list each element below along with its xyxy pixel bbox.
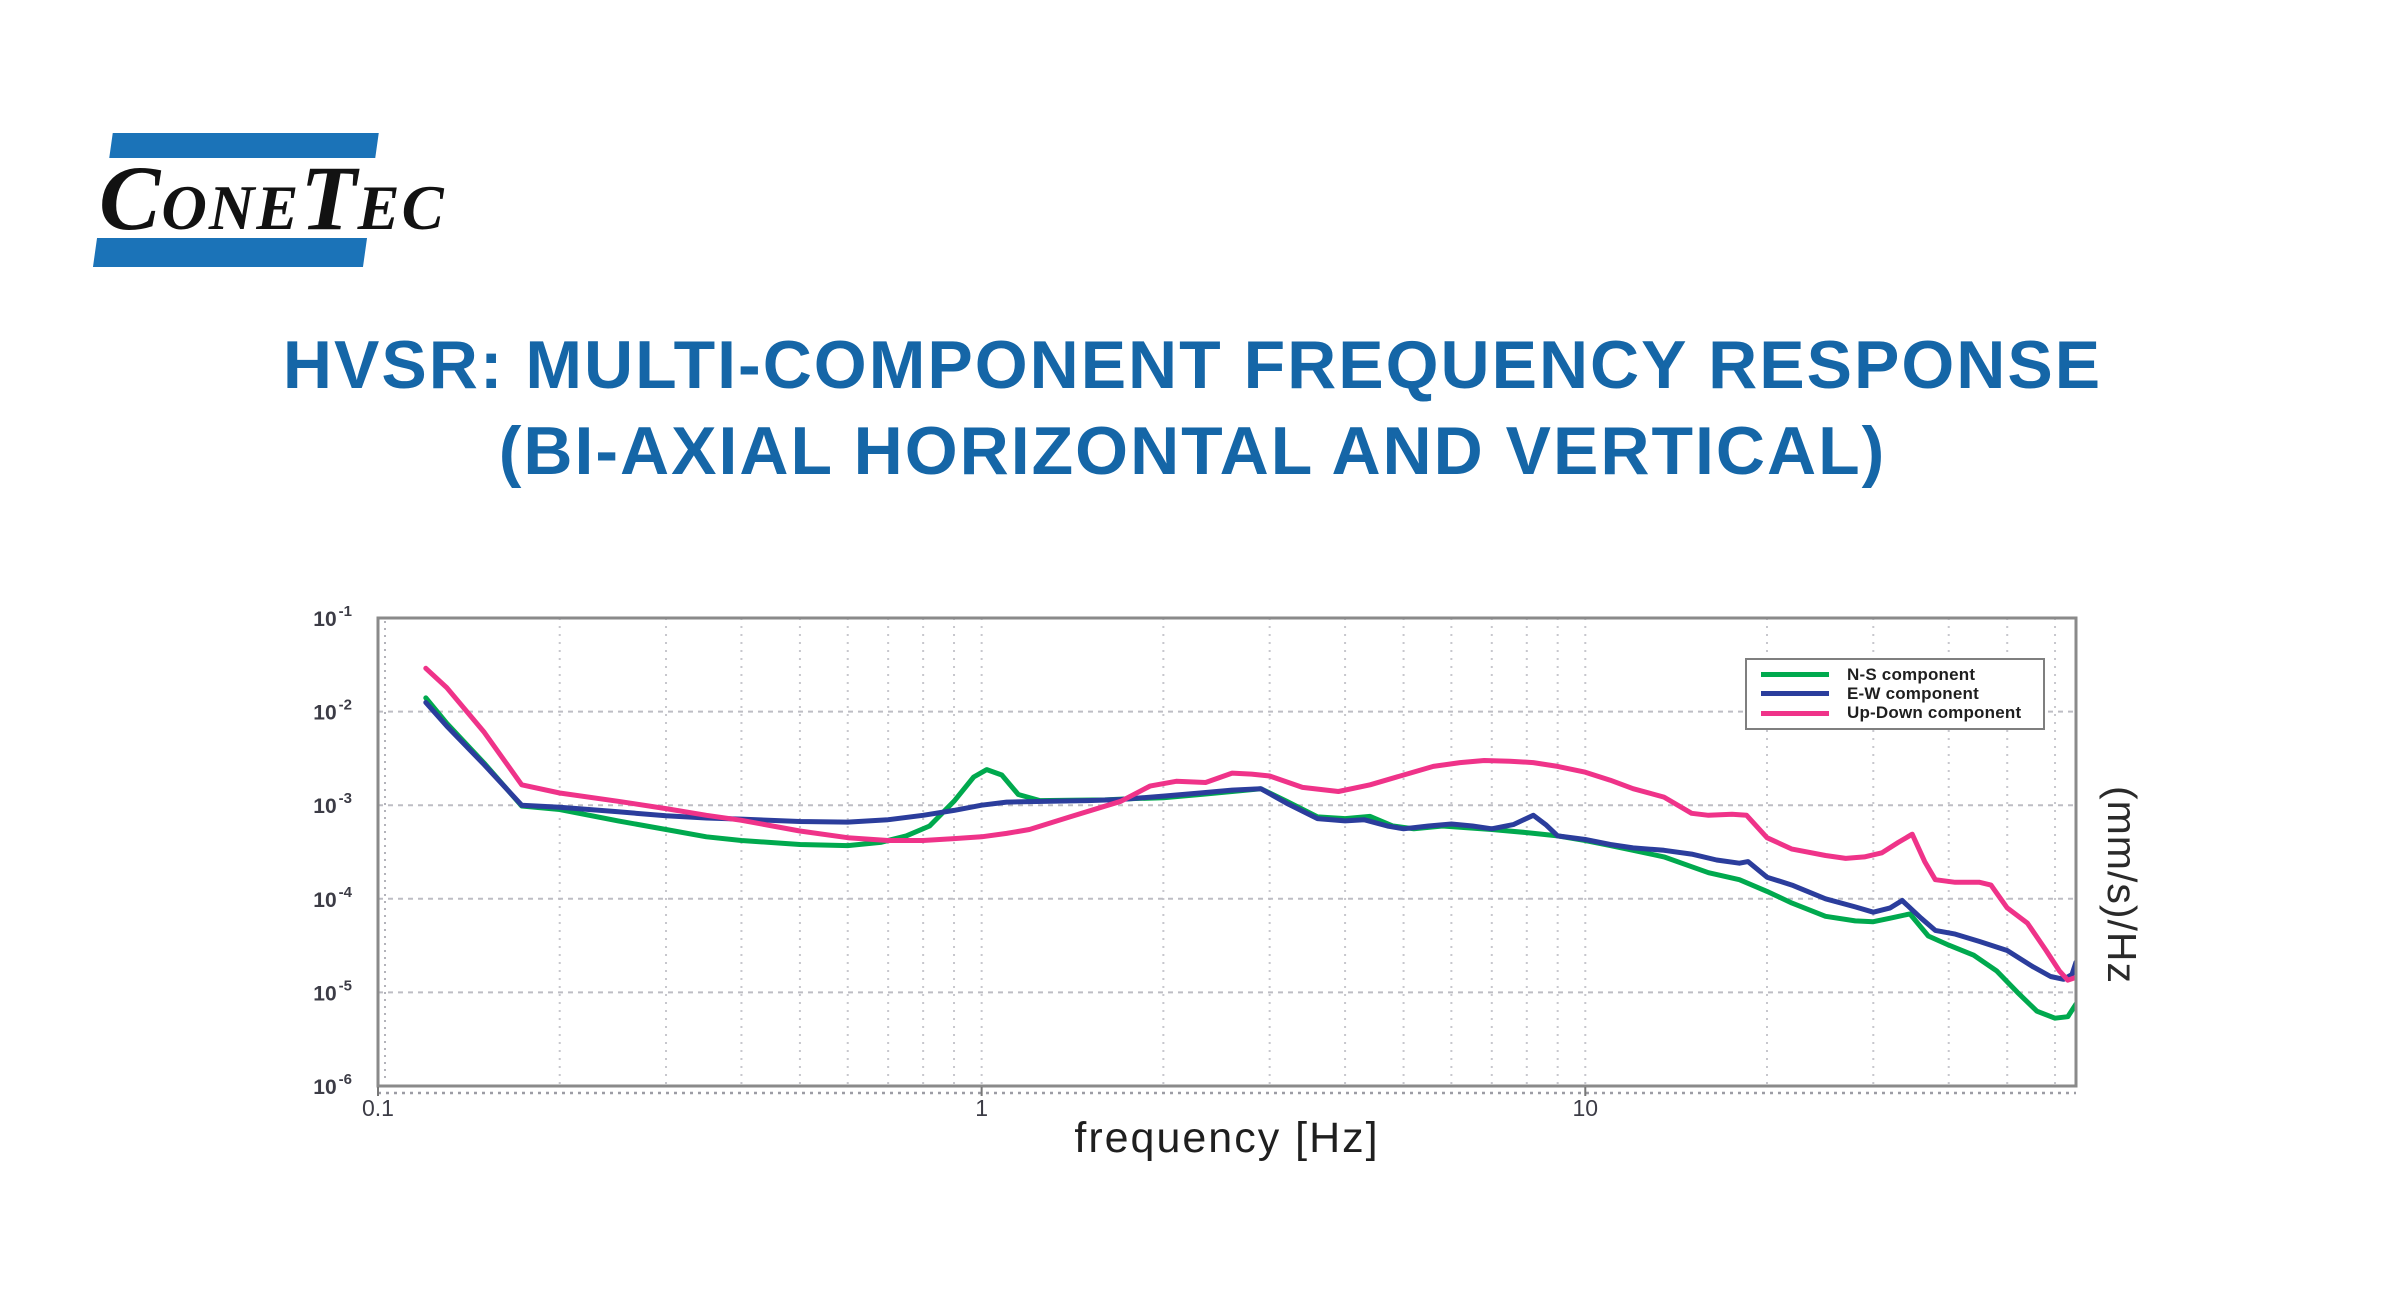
legend-swatch-ns [1761, 672, 1829, 678]
legend-label-updown: Up-Down component [1847, 703, 2022, 723]
logo-letter-c: C [99, 147, 162, 249]
svg-text:10-2: 10 -2 [313, 697, 352, 725]
y-axis-label-right: (mm/s)/Hz [2099, 785, 2145, 984]
svg-text:10-1: 10 -1 [313, 603, 352, 631]
logo-text: CONETEC [99, 152, 446, 244]
legend-item-ew: E-W component [1761, 683, 2043, 703]
x-axis-label: frequency [Hz] [1074, 1114, 1380, 1162]
legend-item-ns: N-S component [1761, 664, 2043, 684]
svg-text:10-6: 10 -6 [313, 1071, 352, 1099]
legend-swatch-ew [1761, 691, 1829, 697]
legend-swatch-updown [1761, 710, 1829, 716]
svg-text:10-5: 10 -5 [313, 977, 352, 1005]
logo-letters-ec: EC [357, 173, 446, 243]
svg-text:10-3: 10 -3 [313, 790, 352, 818]
svg-text:0.1: 0.1 [362, 1095, 394, 1121]
chart-legend: N-S component E-W component Up-Down comp… [1745, 658, 2045, 730]
svg-text:10: 10 [1572, 1095, 1598, 1121]
legend-label-ns: N-S component [1847, 664, 1976, 684]
title-line-1: HVSR: MULTI-COMPONENT FREQUENCY RESPONSE [282, 327, 2103, 403]
page-title: HVSR: MULTI-COMPONENT FREQUENCY RESPONSE… [0, 322, 2385, 494]
logo-letter-t: T [300, 147, 358, 249]
legend-label-ew: E-W component [1847, 683, 1979, 703]
conetec-logo: CONETEC [92, 128, 444, 278]
logo-letters-one: ONE [161, 173, 301, 243]
svg-text:1: 1 [975, 1095, 988, 1121]
svg-text:10-4: 10 -4 [313, 884, 352, 912]
title-line-2: (BI-AXIAL HORIZONTAL AND VERTICAL) [498, 413, 1887, 489]
legend-item-updown: Up-Down component [1761, 703, 2043, 723]
